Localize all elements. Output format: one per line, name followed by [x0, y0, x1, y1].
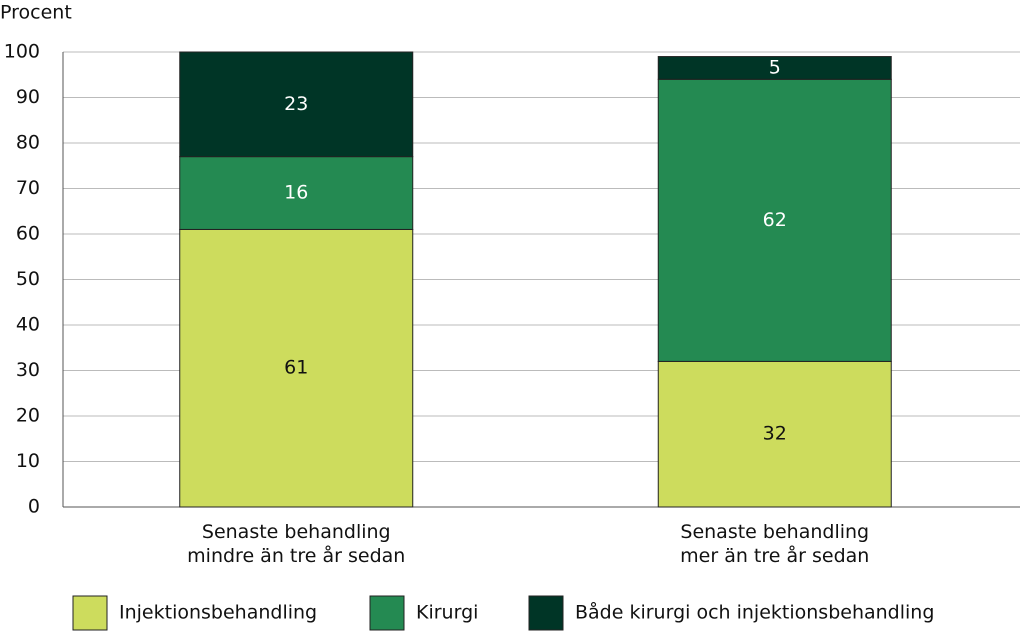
y-tick-label: 90 [16, 86, 40, 108]
legend-swatch [369, 595, 405, 631]
y-tick-label: 80 [16, 132, 40, 154]
y-tick-label: 100 [4, 41, 40, 63]
value-label: 62 [763, 209, 787, 231]
y-axis-label: Procent [0, 2, 72, 24]
bar-segment [179, 51, 414, 158]
value-label: 32 [763, 423, 787, 445]
value-label: 5 [769, 56, 781, 78]
y-tick-label: 20 [16, 405, 40, 427]
bar-segment [179, 228, 414, 508]
bar-segment [657, 78, 892, 362]
bar-segment [179, 156, 414, 230]
value-label: 61 [284, 357, 308, 379]
x-tick-label: Senaste behandling mindre än tre år sedan [187, 521, 405, 567]
legend-swatch [72, 595, 108, 631]
y-tick-label: 40 [16, 314, 40, 336]
y-tick-label: 60 [16, 223, 40, 245]
x-tick-label: Senaste behandling mer än tre år sedan [680, 521, 869, 567]
legend-label: Både kirurgi och injektionsbehandling [575, 601, 934, 624]
value-label: 16 [284, 182, 308, 204]
y-tick-label: 50 [16, 268, 40, 290]
y-tick-label: 30 [16, 359, 40, 381]
y-tick-label: 0 [28, 496, 40, 518]
legend-swatch [528, 595, 564, 631]
value-label: 23 [284, 93, 308, 115]
y-tick-label: 10 [16, 450, 40, 472]
bar-segment [657, 360, 892, 508]
legend-label: Injektionsbehandling [119, 602, 317, 624]
bar-segment [657, 56, 892, 80]
legend-label: Kirurgi [416, 602, 478, 624]
y-tick-label: 70 [16, 177, 40, 199]
